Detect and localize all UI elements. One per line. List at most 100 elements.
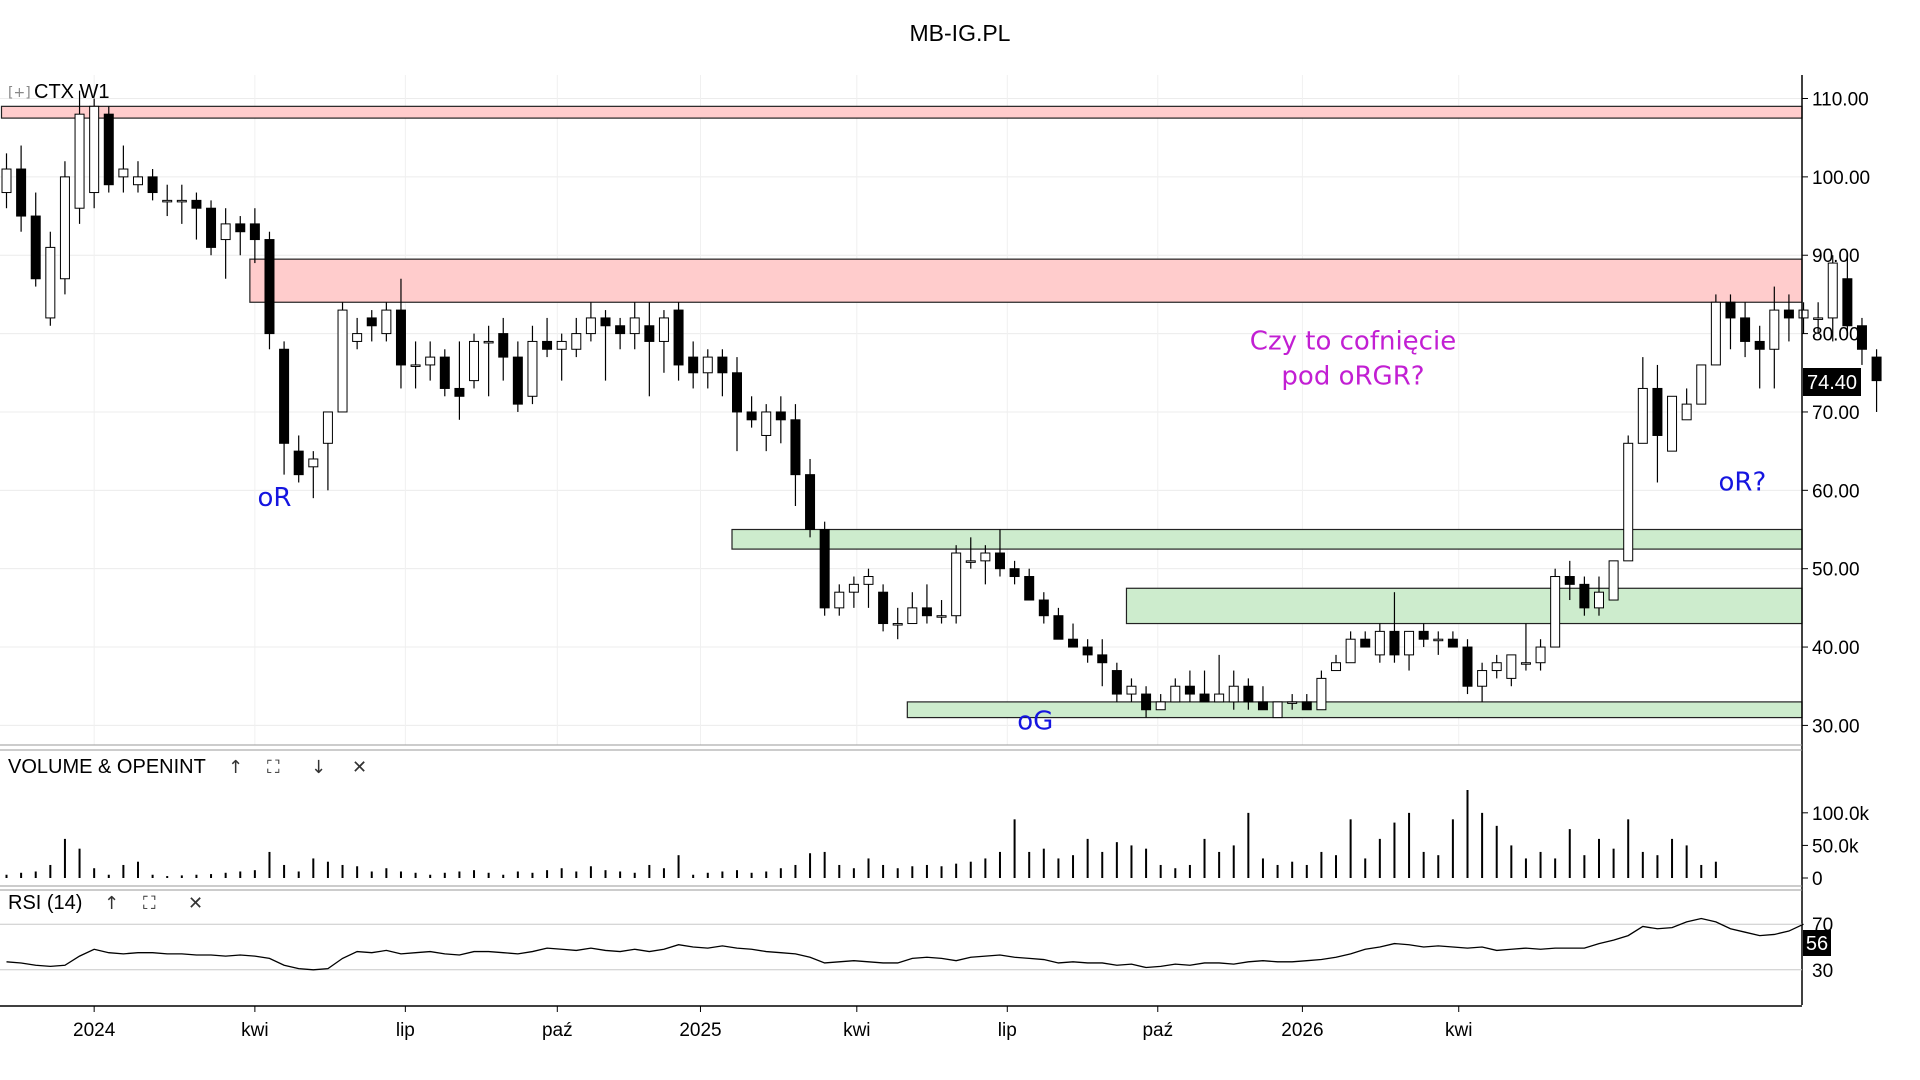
- candle-body: [59, 176, 70, 280]
- candle-body: [308, 458, 319, 468]
- candle-body: [1068, 638, 1079, 648]
- candlestick-series: [1, 90, 1882, 719]
- candle-body: [1024, 576, 1035, 601]
- candle-body: [1652, 387, 1663, 436]
- candle-body: [1, 168, 12, 194]
- candle-body: [571, 333, 582, 350]
- annotation-label: pod oRGR?: [1281, 362, 1424, 392]
- candle-body: [527, 340, 538, 397]
- price-tick-label: 30.00: [1812, 716, 1860, 737]
- rsi-series: [6, 917, 1804, 971]
- move-up-icon[interactable]: ↑: [228, 757, 243, 778]
- candle-body: [89, 105, 100, 194]
- candle-body: [352, 333, 363, 342]
- candle-body: [1725, 301, 1736, 319]
- candle-body: [1418, 630, 1429, 640]
- candle-body: [688, 356, 699, 374]
- candle-body: [629, 317, 640, 335]
- candle-body: [994, 552, 1005, 570]
- candle-body: [1389, 630, 1400, 656]
- volume-axis: 100.0k 50.0k 0: [1802, 804, 1870, 890]
- candle-body: [30, 215, 41, 280]
- candle-body: [863, 576, 874, 585]
- candle-body: [1345, 638, 1356, 664]
- chart-annotations: oR oG oR? Czy to cofnięcie pod oRGR?: [257, 326, 1766, 736]
- annotation-label: oR: [257, 483, 291, 513]
- candle-body: [1360, 638, 1371, 648]
- candle-body: [1783, 309, 1794, 319]
- price-tick-label: 70.00: [1812, 403, 1860, 424]
- time-tick-label: lip: [396, 1020, 415, 1041]
- candle-body: [1593, 591, 1604, 609]
- candle-body: [1550, 576, 1561, 648]
- rsi-panel-title: RSI (14): [8, 892, 82, 914]
- close-icon[interactable]: ✕: [188, 893, 203, 914]
- candle-body: [615, 325, 626, 335]
- candle-body: [1301, 701, 1312, 711]
- candle-body: [512, 356, 523, 405]
- candle-body: [1813, 317, 1824, 320]
- price-tick-label: 80.00: [1812, 325, 1860, 346]
- candle-body: [1082, 646, 1093, 656]
- candle-body: [1374, 630, 1385, 656]
- candle-body: [293, 450, 304, 476]
- time-tick-label: 2025: [679, 1020, 721, 1041]
- candle-body: [1316, 677, 1327, 711]
- candle-body: [1827, 262, 1838, 319]
- candle-body: [366, 317, 377, 327]
- resistance-zone: [0, 105, 1803, 119]
- candle-body: [1038, 599, 1049, 617]
- chart-header-title: MB-IG.PL: [909, 20, 1011, 46]
- candle-body: [585, 317, 596, 335]
- candle-body: [834, 591, 845, 609]
- candle-body: [1579, 583, 1590, 609]
- candle-body: [439, 356, 450, 389]
- maximize-icon[interactable]: ⛶: [143, 893, 156, 914]
- candle-body: [1462, 646, 1473, 687]
- move-up-icon[interactable]: ↑: [104, 893, 119, 914]
- candle-body: [1447, 638, 1458, 648]
- candle-body: [1141, 693, 1152, 711]
- rsi-last-value: 56: [1806, 933, 1828, 955]
- move-down-icon[interactable]: ↓: [311, 757, 326, 778]
- candle-body: [410, 364, 421, 367]
- candle-body: [1477, 670, 1488, 687]
- candle-body: [1491, 662, 1502, 672]
- candle-body: [1564, 576, 1575, 585]
- candle-body: [162, 199, 173, 203]
- candle-body: [819, 529, 830, 609]
- price-tick-label: 60.00: [1812, 481, 1860, 502]
- candle-body: [1754, 340, 1765, 350]
- expand-panel-icon[interactable]: [+]: [8, 85, 31, 101]
- maximize-icon[interactable]: ⛶: [267, 757, 280, 778]
- candle-body: [498, 333, 509, 358]
- candle-body: [892, 623, 903, 626]
- candle-body: [1710, 301, 1721, 366]
- candle-body: [790, 419, 801, 476]
- candle-body: [74, 113, 85, 209]
- candle-body: [118, 168, 129, 178]
- main-panel-title: CTX W1: [34, 81, 110, 103]
- candle-body: [1433, 638, 1444, 642]
- volume-panel-title: VOLUME & OPENINT: [8, 756, 206, 778]
- time-tick-label: paź: [1142, 1020, 1173, 1041]
- candle-body: [658, 317, 669, 342]
- time-tick-label: kwi: [1445, 1020, 1472, 1041]
- rsi-last-badge: [1803, 930, 1831, 956]
- candle-body: [921, 607, 932, 617]
- annotation-label: oG: [1017, 706, 1053, 736]
- price-grid: [0, 75, 1802, 745]
- candle-body: [556, 340, 567, 350]
- volume-tick-label: 0: [1812, 869, 1823, 890]
- candle-body: [1696, 364, 1707, 405]
- candle-body: [965, 560, 976, 563]
- resistance-zone: [249, 258, 1803, 303]
- candle-body: [644, 325, 655, 342]
- price-tick-label: 110.00: [1812, 90, 1869, 111]
- candle-body: [1111, 670, 1122, 695]
- close-icon[interactable]: ✕: [352, 757, 367, 778]
- candle-body: [1404, 630, 1415, 656]
- rsi-line: [6, 917, 1804, 971]
- candle-body: [220, 223, 231, 241]
